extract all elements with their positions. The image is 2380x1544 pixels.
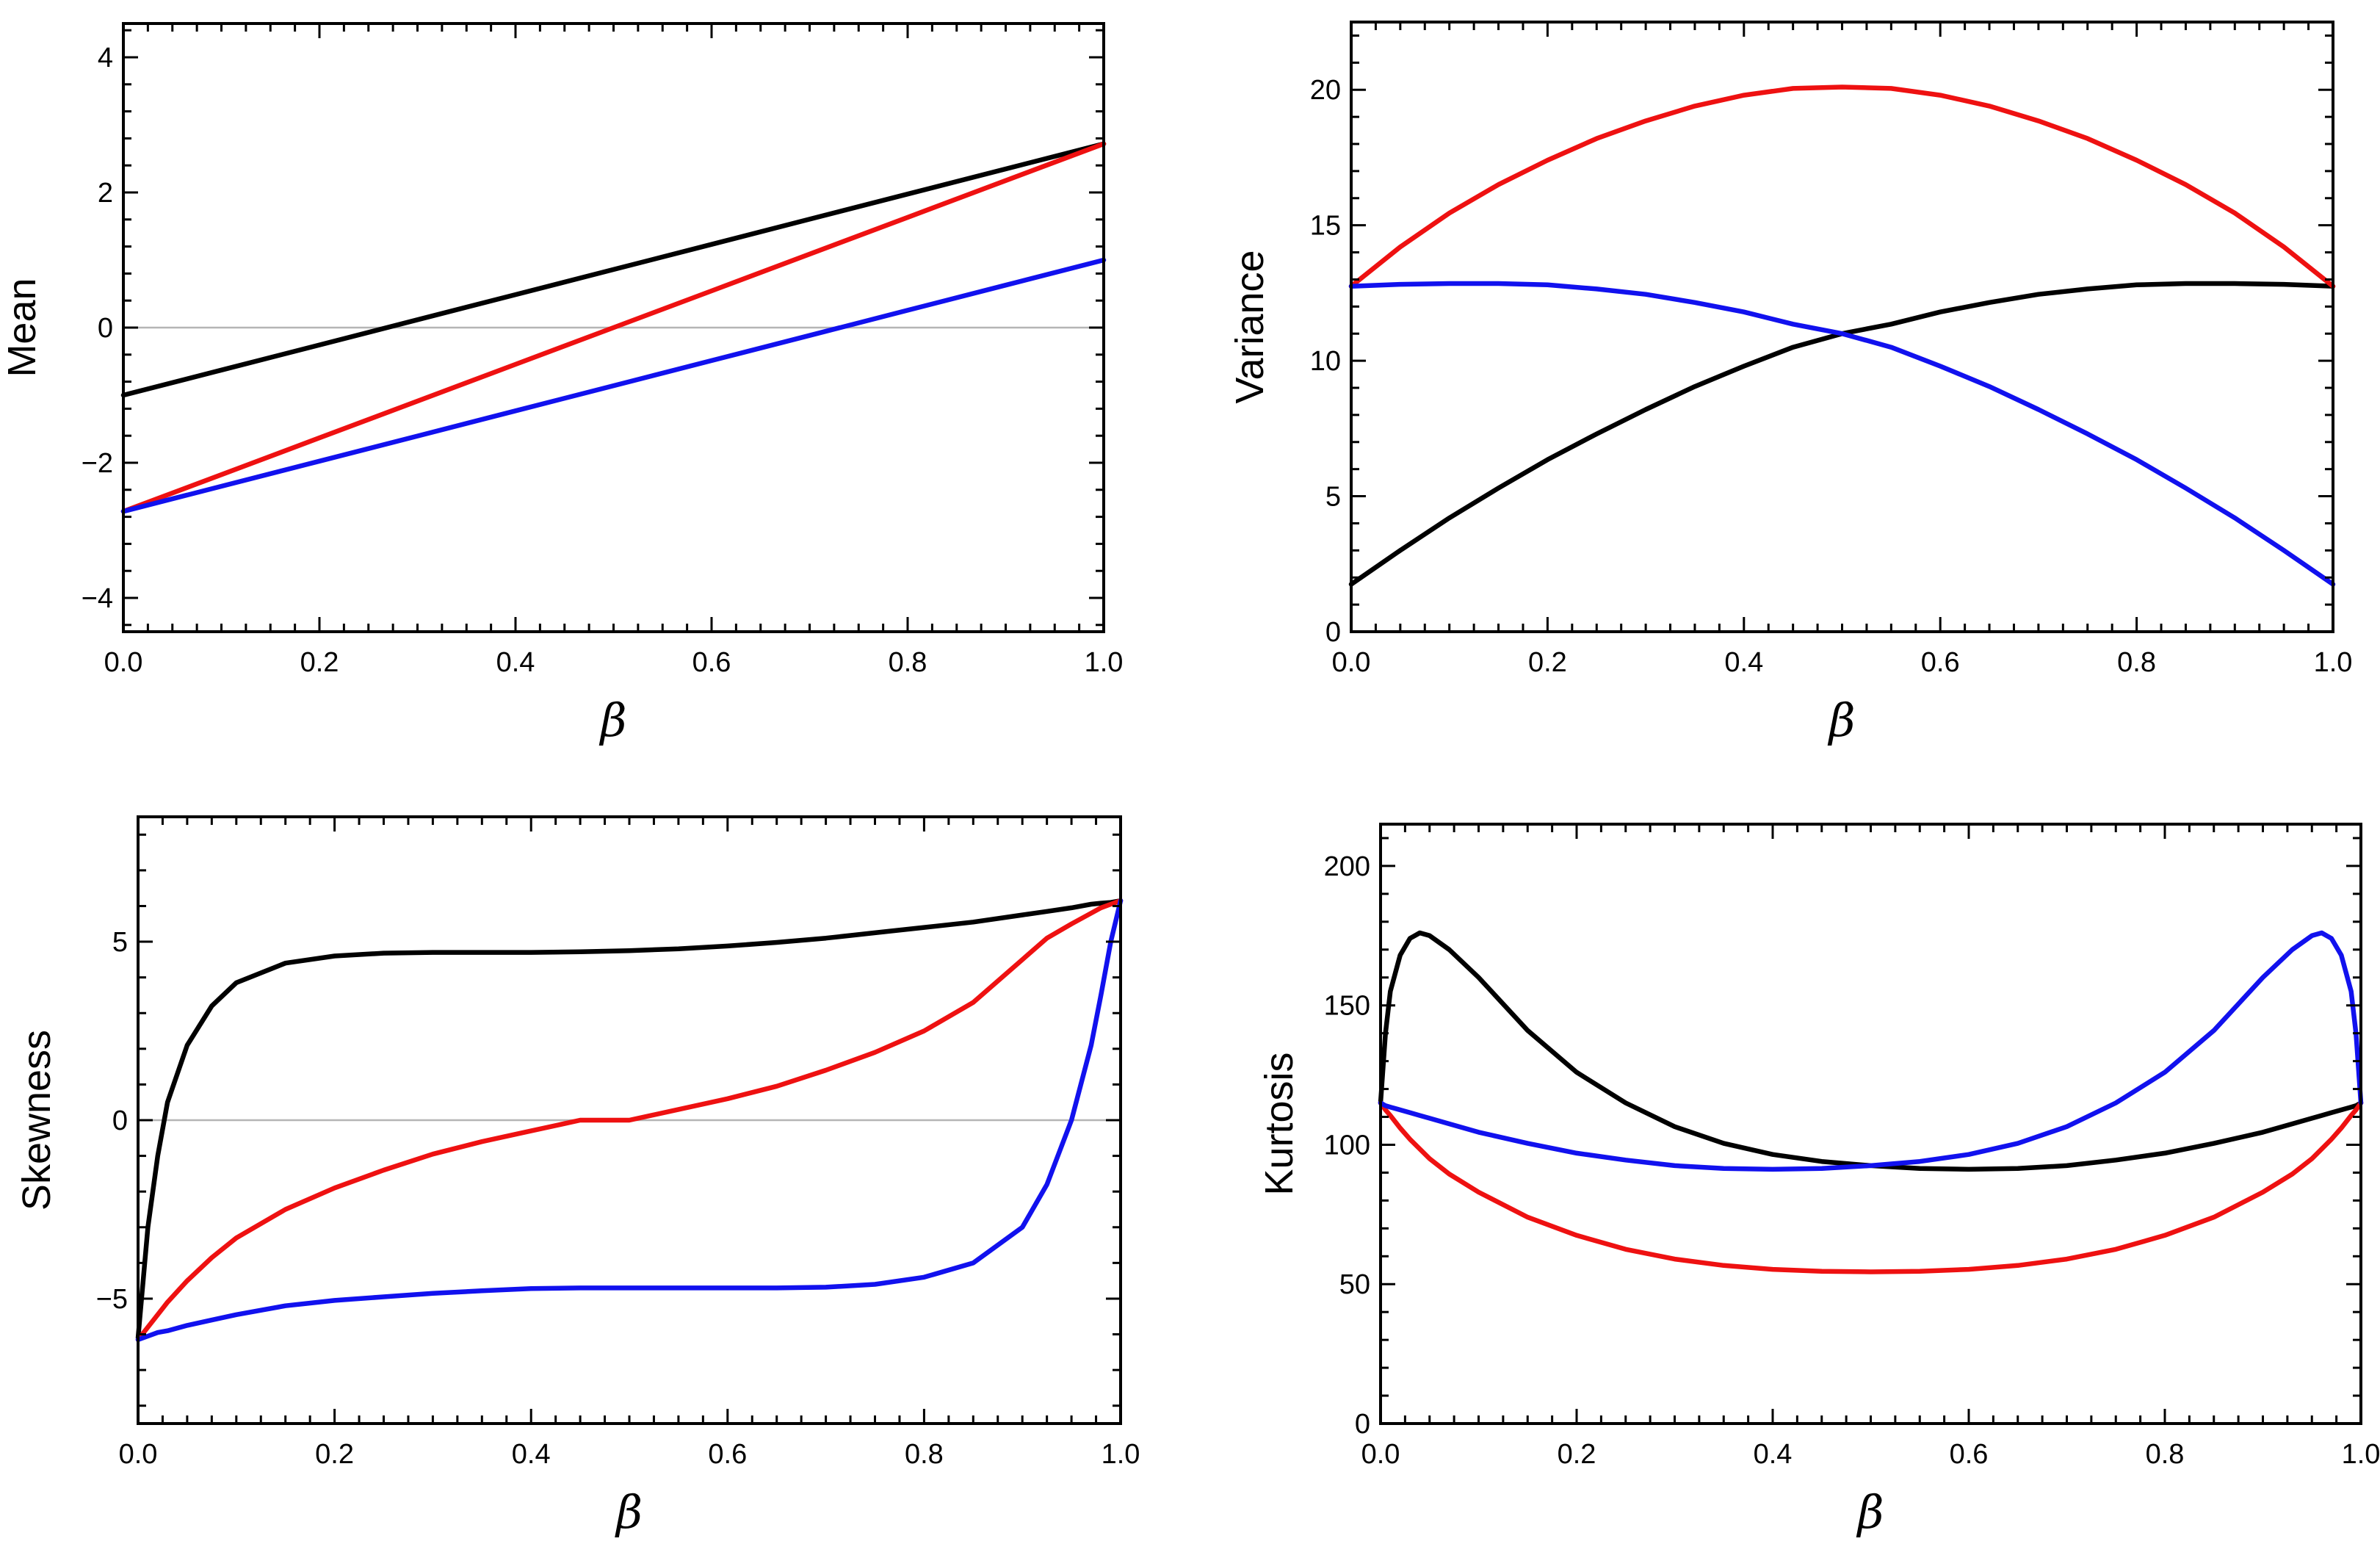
skewness-y-axis-label: Skewness xyxy=(15,1030,59,1211)
kurtosis-series-red xyxy=(1378,1100,2364,1274)
mean-x-tick-label: 1.0 xyxy=(1085,647,1124,678)
variance-series-blue xyxy=(1348,281,2336,587)
kurtosis-x-tick-label: 0.4 xyxy=(1754,1439,1793,1470)
kurtosis-x-axis-label: β xyxy=(1856,1485,1884,1539)
mean-y-tick-label: 2 xyxy=(98,178,113,209)
kurtosis-plot-frame xyxy=(1379,823,2362,1425)
variance-y-tick-label: 20 xyxy=(1310,75,1341,106)
mean-y-tick-label: −4 xyxy=(82,583,113,614)
kurtosis-x-tick-label: 0.8 xyxy=(2146,1439,2185,1470)
variance-series-red xyxy=(1348,84,2336,289)
mean-y-tick-label: −2 xyxy=(82,448,113,479)
kurtosis-panel: 0.0 0.2 0.4 0.6 0.8 1.0 0 50 100 150 200 β Kurtosis xyxy=(1257,823,2380,1539)
kurtosis-y-axis-label: Kurtosis xyxy=(1257,1052,1301,1195)
mean-x-tick-label: 0.0 xyxy=(104,647,143,678)
kurtosis-y-tick-label: 100 xyxy=(1324,1130,1370,1161)
kurtosis-y-tick-label: 200 xyxy=(1324,851,1370,882)
skewness-x-tick-label: 1.0 xyxy=(1102,1439,1140,1470)
kurtosis-x-tick-label: 0.2 xyxy=(1558,1439,1596,1470)
kurtosis-series-black xyxy=(1378,930,2364,1172)
mean-panel: 0.0 0.2 0.4 0.6 0.8 1.0 −4 −2 0 2 4 β Mean xyxy=(0,22,1124,747)
variance-y-tick-label: 5 xyxy=(1325,482,1341,513)
kurtosis-x-tick-label: 1.0 xyxy=(2342,1439,2380,1470)
variance-x-tick-label: 0.8 xyxy=(2117,647,2156,678)
variance-x-axis-label: β xyxy=(1828,693,1856,747)
mean-series-black xyxy=(120,141,1107,398)
mean-x-axis-label: β xyxy=(599,693,627,747)
mean-x-tick-label: 0.6 xyxy=(692,647,731,678)
skewness-y-tick-label: −5 xyxy=(96,1284,128,1315)
variance-x-tick-label: 1.0 xyxy=(2314,647,2353,678)
mean-y-axis-label: Mean xyxy=(0,278,44,377)
variance-y-tick-label: 15 xyxy=(1310,211,1341,242)
mean-series-blue xyxy=(120,257,1107,514)
kurtosis-x-tick-label: 0.0 xyxy=(1361,1439,1400,1470)
variance-x-tick-label: 0.4 xyxy=(1724,647,1763,678)
skewness-x-tick-label: 0.2 xyxy=(315,1439,354,1470)
mean-x-tick-label: 0.4 xyxy=(496,647,535,678)
kurtosis-y-tick-label: 150 xyxy=(1324,991,1370,1022)
skewness-series-red xyxy=(135,898,1124,1343)
variance-y-tick-label: 10 xyxy=(1310,346,1341,377)
variance-x-tick-label: 0.0 xyxy=(1332,647,1371,678)
skewness-y-tick-label: 0 xyxy=(112,1105,128,1136)
variance-y-axis-label: Variance xyxy=(1228,250,1272,403)
variance-panel: 0.0 0.2 0.4 0.6 0.8 1.0 0 5 10 15 20 β Variance xyxy=(1228,21,2353,747)
mean-x-tick-label: 0.2 xyxy=(300,647,339,678)
skewness-panel: 0.0 0.2 0.4 0.6 0.8 1.0 −5 0 5 β Skewness xyxy=(15,815,1140,1539)
skewness-series-black xyxy=(135,898,1124,1341)
mean-y-tick-label: 0 xyxy=(98,313,113,344)
mean-y-tick-label: 4 xyxy=(98,43,113,73)
skewness-series-blue xyxy=(135,898,1124,1343)
kurtosis-y-tick-label: 50 xyxy=(1339,1269,1370,1300)
mean-x-tick-label: 0.8 xyxy=(889,647,927,678)
variance-series-black xyxy=(1348,281,2336,587)
mean-series-red xyxy=(120,141,1107,514)
skewness-y-tick-label: 5 xyxy=(112,927,128,958)
kurtosis-x-tick-label: 0.6 xyxy=(1950,1439,1989,1470)
variance-x-tick-label: 0.6 xyxy=(1921,647,1960,678)
skewness-x-tick-label: 0.0 xyxy=(119,1439,158,1470)
kurtosis-y-tick-label: 0 xyxy=(1355,1409,1370,1440)
skewness-x-tick-label: 0.6 xyxy=(708,1439,747,1470)
skewness-x-axis-label: β xyxy=(615,1485,643,1539)
skewness-x-tick-label: 0.4 xyxy=(512,1439,551,1470)
variance-y-tick-label: 0 xyxy=(1325,617,1341,648)
variance-plot-frame xyxy=(1350,21,2334,633)
kurtosis-series-blue xyxy=(1378,930,2364,1172)
skewness-x-tick-label: 0.8 xyxy=(905,1439,944,1470)
variance-x-tick-label: 0.2 xyxy=(1528,647,1567,678)
